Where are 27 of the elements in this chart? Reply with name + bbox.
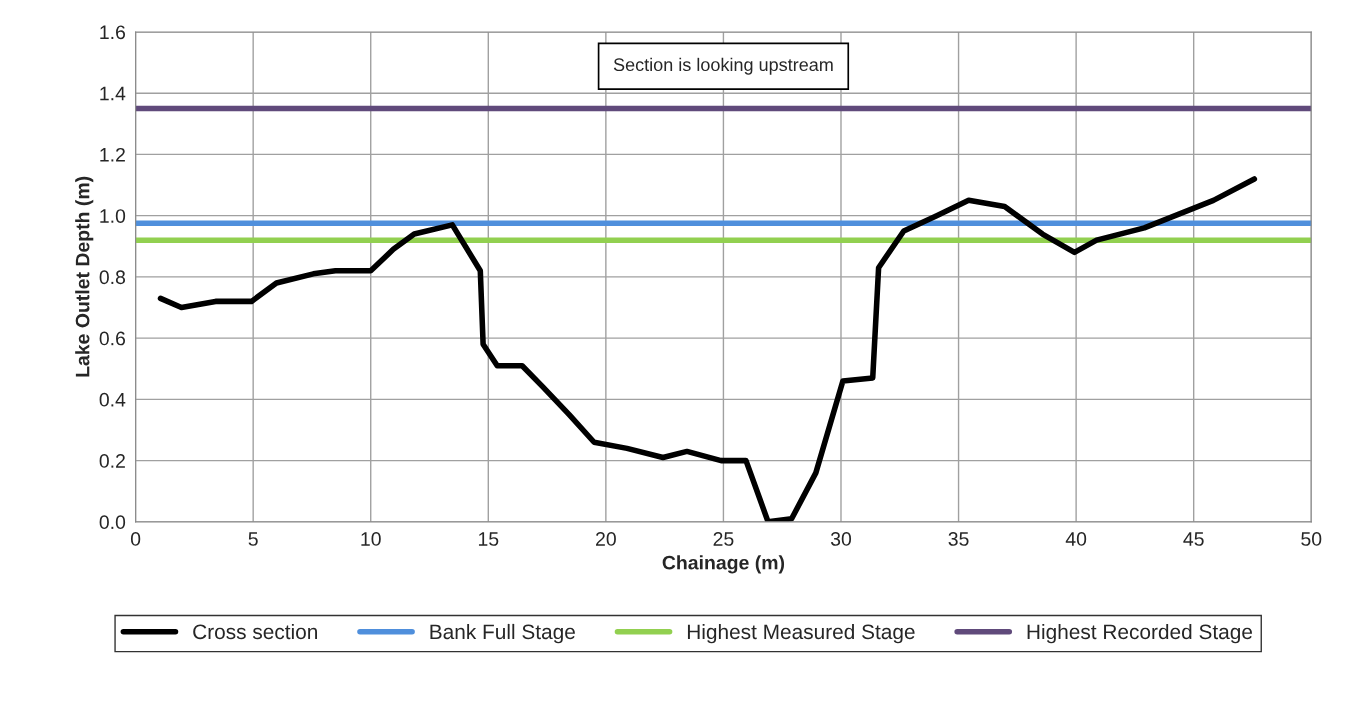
y-tick-label: 1.4 xyxy=(100,86,126,101)
x-tick-label: 35 xyxy=(948,532,969,546)
legend-label: Highest Recorded Stage xyxy=(1027,623,1253,644)
legend-label: Highest Measured Stage xyxy=(687,623,915,644)
y-tick-label: 1.0 xyxy=(100,209,126,223)
legend-label: Bank Full Stage xyxy=(430,623,575,644)
y-axis-title: Lake Outlet Depth (m) xyxy=(75,176,94,377)
x-tick-label: 5 xyxy=(248,532,258,546)
x-tick-label: 25 xyxy=(713,532,734,546)
y-tick-label: 0.4 xyxy=(99,392,126,407)
y-tick-label: 1.2 xyxy=(100,147,125,162)
x-tick-label: 40 xyxy=(1065,532,1087,546)
legend-label: Cross section xyxy=(193,623,317,640)
annotation: Section is looking upstream xyxy=(613,57,833,75)
y-tick-label: 0.2 xyxy=(99,454,125,468)
x-tick-label: 20 xyxy=(596,532,616,546)
y-tick-label: 1.6 xyxy=(100,25,126,40)
x-tick-label: 10 xyxy=(361,532,381,546)
x-tick-label: 50 xyxy=(1301,532,1322,546)
x-tick-label: 15 xyxy=(478,532,499,546)
y-tick-label: 0.6 xyxy=(99,331,126,346)
y-tick-label: 0.0 xyxy=(99,515,126,530)
x-tick-label: 45 xyxy=(1183,532,1204,546)
x-axis-title: Chainage (m) xyxy=(662,555,785,574)
x-tick-label: 0 xyxy=(130,532,141,546)
y-tick-label: 0.8 xyxy=(99,270,126,285)
x-tick-label: 30 xyxy=(830,532,852,546)
